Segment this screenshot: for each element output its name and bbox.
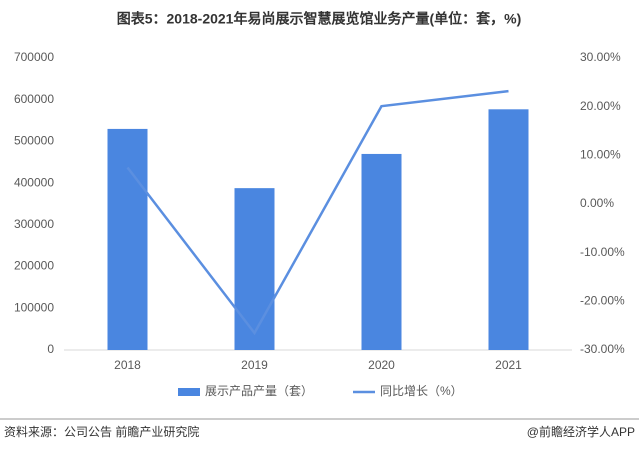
legend-label: 同比增长（%）	[380, 384, 463, 398]
y-tick-label: 500000	[14, 134, 54, 148]
y-tick-label: 300000	[14, 217, 54, 231]
y2-tick-label: -20.00%	[580, 294, 625, 308]
y2-tick-label: 30.00%	[580, 50, 621, 64]
chart-title: 图表5：2018-2021年易尚展示智慧展览馆业务产量(单位：套，%)	[117, 11, 522, 27]
y-tick-label: 200000	[14, 259, 54, 273]
legend-swatch	[178, 388, 200, 396]
bar	[361, 153, 402, 350]
bar	[488, 109, 529, 351]
y2-tick-label: 10.00%	[580, 148, 621, 162]
legend-label: 展示产品产量（套）	[205, 384, 313, 398]
y2-tick-label: 0.00%	[580, 196, 614, 210]
credit: @前瞻经济学人APP	[527, 424, 635, 439]
bar	[234, 188, 275, 350]
x-tick-label: 2018	[114, 358, 141, 372]
y-tick-label: 0	[47, 342, 54, 356]
bar	[107, 128, 148, 350]
y-tick-label: 600000	[14, 92, 54, 106]
source: 资料来源：公司公告 前瞻产业研究院	[4, 424, 199, 439]
line	[126, 89, 509, 336]
y-tick-label: 100000	[14, 300, 54, 314]
x-tick-label: 2021	[495, 358, 522, 372]
x-tick-label: 2019	[241, 358, 268, 372]
y-tick-label: 700000	[14, 50, 54, 64]
y-tick-label: 400000	[14, 175, 54, 189]
x-tick-label: 2020	[368, 358, 395, 372]
y2-tick-label: -10.00%	[580, 245, 625, 259]
y2-tick-label: 20.00%	[580, 99, 621, 113]
y2-tick-label: -30.00%	[580, 342, 625, 356]
